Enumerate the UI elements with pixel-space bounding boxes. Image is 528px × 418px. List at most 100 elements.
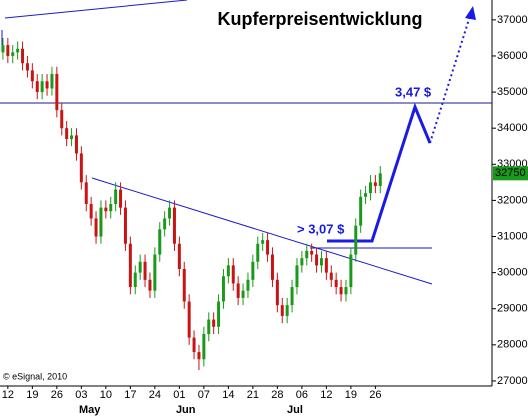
candle-body	[315, 254, 319, 266]
annotation: > 3,07 $	[297, 221, 345, 236]
y-tick-label: 28000	[497, 339, 528, 351]
candle-body	[261, 240, 265, 244]
candle-body	[221, 276, 225, 302]
candle-body	[55, 74, 59, 111]
candle-body	[364, 193, 368, 197]
candle-body	[217, 301, 221, 327]
x-tick-label: 07	[198, 389, 210, 401]
candle-body	[300, 258, 304, 266]
candle-body	[65, 128, 69, 140]
y-tick-label: 29000	[497, 303, 528, 315]
candle-body	[94, 218, 98, 237]
annotation: 3,47 $	[395, 84, 432, 99]
candle-body	[236, 283, 240, 298]
x-tick-label: 12	[320, 389, 332, 401]
candle-body	[79, 153, 83, 183]
candle-body	[123, 207, 127, 244]
x-tick-label: 24	[149, 389, 161, 401]
candle-body	[40, 81, 44, 93]
candle-body	[270, 254, 274, 280]
candle-body	[99, 207, 103, 237]
last-price-box	[493, 166, 528, 181]
candle-body	[177, 243, 181, 270]
month-label: Jun	[176, 404, 196, 416]
candle-body	[11, 52, 15, 56]
candle-body	[89, 204, 93, 219]
candle-body	[60, 110, 64, 129]
y-tick-label: 37000	[497, 14, 528, 26]
candle-body	[246, 279, 250, 291]
x-tick-label: 21	[247, 389, 259, 401]
candle-body	[114, 189, 118, 205]
candle-body	[50, 74, 54, 89]
x-tick-label: 12	[2, 389, 14, 401]
candle-body	[74, 135, 78, 154]
y-tick-label: 27000	[497, 375, 528, 387]
candle-body	[290, 287, 294, 306]
x-tick-label: 17	[124, 389, 136, 401]
source: © eSignal, 2010	[3, 371, 67, 381]
candle-body	[138, 261, 142, 273]
candle-body	[319, 258, 323, 266]
y-tick-label: 34000	[497, 122, 528, 134]
candle-body	[148, 279, 152, 291]
candle-body	[192, 337, 196, 353]
candle-body	[207, 319, 211, 335]
x-tick-label: 06	[296, 389, 308, 401]
candle-body	[256, 243, 260, 262]
candle-body	[182, 269, 186, 302]
x-tick-label: 01	[173, 389, 185, 401]
candle-body	[133, 272, 137, 288]
candle-body	[295, 265, 299, 288]
candle-body	[212, 319, 216, 327]
candle-body	[231, 265, 235, 284]
candle-body	[368, 182, 372, 194]
candle-body	[226, 265, 230, 277]
arrow-head	[465, 6, 476, 20]
candle-body	[45, 81, 49, 89]
candle-body	[202, 334, 206, 360]
candle-body	[153, 254, 157, 291]
trend-line-top	[4, 0, 188, 19]
candle-body	[187, 301, 191, 338]
y-tick-label: 36000	[497, 50, 528, 62]
x-tick-label: 10	[100, 389, 112, 401]
candle-body	[280, 305, 284, 316]
candle-body	[6, 45, 10, 56]
month-label: Jul	[287, 404, 303, 416]
y-tick-label: 35000	[497, 86, 528, 98]
candle-body	[334, 279, 338, 288]
candle-body	[197, 352, 201, 360]
candle-body	[1, 45, 5, 53]
candle-body	[251, 261, 255, 280]
x-tick-label: 19	[345, 389, 357, 401]
candle-body	[324, 258, 328, 273]
candle-body	[128, 243, 132, 288]
forecast-arrow	[429, 15, 471, 144]
x-tick-label: 19	[26, 389, 38, 401]
candle-body	[16, 48, 20, 53]
chart-title: Kupferpreisentwicklung	[217, 9, 422, 29]
x-tick-label: 28	[271, 389, 283, 401]
y-tick-label: 32000	[497, 194, 528, 206]
trend-line	[91, 177, 433, 285]
candle-body	[344, 287, 348, 295]
forecast-path	[327, 102, 432, 243]
candle-body	[241, 290, 245, 298]
candle-body	[285, 305, 289, 316]
candle-body	[349, 254, 353, 288]
candle-body	[305, 250, 309, 259]
candle-body	[35, 81, 39, 93]
y-tick-label: 30000	[497, 267, 528, 279]
x-tick-label: 26	[51, 389, 63, 401]
candle-body	[359, 196, 363, 226]
candle-body	[104, 207, 108, 212]
month-label: May	[79, 404, 101, 416]
candle-body	[168, 207, 172, 219]
candle-body	[266, 240, 270, 255]
x-tick-label: 03	[75, 389, 87, 401]
candle-body	[378, 173, 382, 186]
last-price-label: 32750	[495, 167, 526, 179]
